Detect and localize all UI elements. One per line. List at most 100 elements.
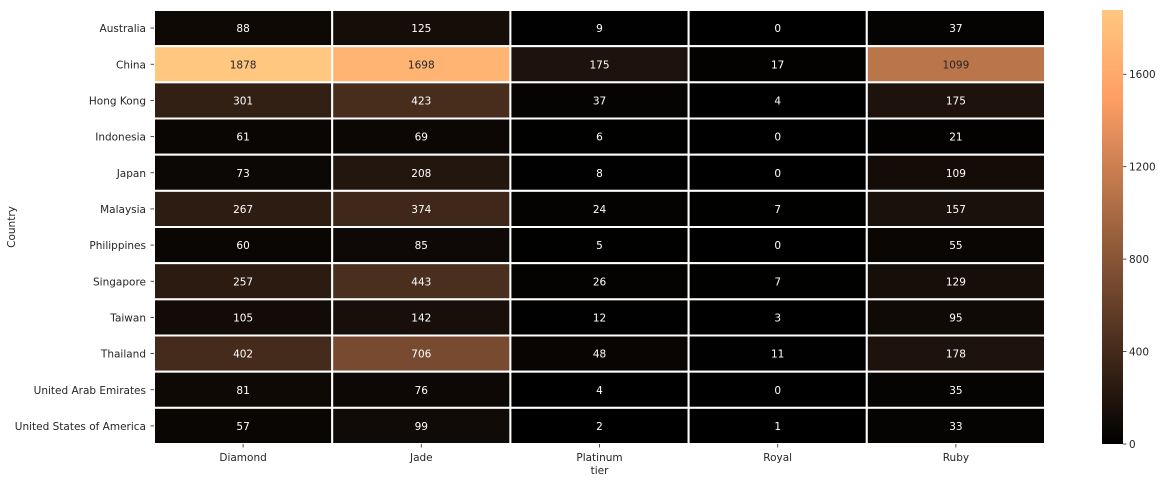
cell-value-label: 4 — [774, 95, 781, 107]
colorbar-gradient — [1102, 10, 1123, 444]
heatmap-cell — [687, 81, 868, 120]
cell-value-label: 4 — [596, 385, 603, 397]
cell-value-label: 57 — [236, 421, 249, 433]
cell-value-label: 175 — [589, 59, 609, 71]
x-tick-label: Royal — [763, 452, 792, 464]
x-tick-labels: Diamond Jade Platinum Royal Ruby — [219, 444, 969, 464]
heatmap-cell — [331, 262, 512, 301]
heatmap-cell — [687, 334, 868, 373]
cell-value-label: 33 — [949, 421, 962, 433]
heatmap-cell — [509, 334, 690, 373]
cell-value-label: 0 — [774, 168, 781, 180]
cell-value-label: 88 — [236, 23, 249, 35]
cell-value-label: 0 — [774, 132, 781, 144]
colorbar-tick-label: 0 — [1129, 439, 1136, 451]
cell-value-label: 26 — [593, 276, 607, 288]
heatmap-cell — [687, 117, 868, 156]
cell-value-label: 125 — [411, 23, 431, 35]
heatmap-cell — [331, 81, 512, 120]
cell-value-label: 0 — [774, 385, 781, 397]
cell-value-label: 257 — [233, 276, 253, 288]
heatmap-cell — [331, 153, 512, 192]
heatmap-cell — [331, 189, 512, 228]
cell-value-label: 0 — [774, 240, 781, 252]
cell-value-label: 1 — [774, 421, 781, 433]
y-tick-label: United Arab Emirates — [34, 385, 146, 397]
heatmap-cell — [865, 189, 1046, 228]
y-tick-label: Taiwan — [109, 312, 146, 324]
cell-value-label: 11 — [771, 349, 784, 361]
y-tick-label: China — [116, 59, 146, 71]
cell-value-label: 267 — [233, 204, 253, 216]
cell-value-label: 3 — [774, 312, 781, 324]
cell-value-label: 423 — [411, 95, 431, 107]
cell-value-label: 37 — [949, 23, 962, 35]
y-axis-label: Country — [6, 206, 18, 248]
cell-value-label: 105 — [233, 312, 253, 324]
cell-value-label: 76 — [415, 385, 429, 397]
cell-value-label: 12 — [593, 312, 606, 324]
heatmap-cell — [153, 370, 334, 409]
cell-value-label: 73 — [236, 168, 249, 180]
cell-value-label: 6 — [596, 132, 603, 144]
heatmap-cell — [687, 370, 868, 409]
cell-value-label: 60 — [236, 240, 249, 252]
cell-value-label: 1698 — [408, 59, 435, 71]
cell-value-label: 61 — [236, 132, 249, 144]
cell-value-label: 21 — [949, 132, 962, 144]
heatmap-cell — [509, 45, 690, 84]
colorbar-tick-label: 1200 — [1129, 162, 1156, 174]
colorbar-tick-label: 400 — [1129, 347, 1149, 359]
heatmap-cell — [153, 262, 334, 301]
colorbar: 0 400 800 1200 1600 — [1102, 10, 1156, 451]
y-tick-label: Hong Kong — [89, 95, 146, 107]
x-tick-label: Platinum — [576, 452, 622, 464]
cell-value-label: 402 — [233, 349, 253, 361]
heatmap-cell — [509, 370, 690, 409]
heatmap-cell — [865, 334, 1046, 373]
cell-value-label: 5 — [596, 240, 603, 252]
y-tick-label: Japan — [116, 168, 146, 180]
cell-value-label: 2 — [596, 421, 603, 433]
cell-value-label: 129 — [946, 276, 966, 288]
heatmap-cell — [331, 298, 512, 337]
cell-value-label: 48 — [593, 349, 606, 361]
y-tick-label: Australia — [100, 23, 146, 35]
cell-value-label: 8 — [596, 168, 603, 180]
cell-value-label: 109 — [946, 168, 966, 180]
heatmap-cell — [865, 298, 1046, 337]
heatmap-cell — [331, 9, 512, 48]
y-tick-label: Thailand — [100, 349, 146, 361]
heatmap-cell — [865, 45, 1046, 84]
cell-value-label: 17 — [771, 59, 784, 71]
y-tick-label: United States of America — [15, 421, 146, 433]
cell-value-label: 35 — [949, 385, 962, 397]
cell-value-label: 157 — [946, 204, 966, 216]
cell-value-label: 0 — [774, 23, 781, 35]
y-tick-label: Singapore — [93, 276, 146, 288]
cell-value-label: 1099 — [943, 59, 970, 71]
cell-value-label: 55 — [949, 240, 962, 252]
cell-value-label: 706 — [411, 349, 431, 361]
cell-value-label: 9 — [596, 23, 603, 35]
cell-value-label: 85 — [415, 240, 428, 252]
cell-value-label: 1878 — [230, 59, 257, 71]
cell-value-label: 69 — [415, 132, 428, 144]
cell-value-label: 178 — [946, 349, 966, 361]
cell-value-label: 99 — [415, 421, 428, 433]
colorbar-tick-label: 800 — [1129, 254, 1149, 266]
x-axis-label: tier — [591, 465, 609, 477]
heatmap-cell — [331, 334, 512, 373]
x-tick-label: Ruby — [943, 452, 969, 464]
cell-value-label: 443 — [411, 276, 431, 288]
cell-value-label: 81 — [236, 385, 249, 397]
cell-value-label: 7 — [774, 276, 781, 288]
heatmap-cell — [331, 117, 512, 156]
cell-value-label: 37 — [593, 95, 606, 107]
cell-value-label: 175 — [946, 95, 966, 107]
x-tick-label: Diamond — [219, 452, 266, 464]
cell-value-label: 7 — [774, 204, 781, 216]
heatmap-cell — [687, 406, 868, 446]
